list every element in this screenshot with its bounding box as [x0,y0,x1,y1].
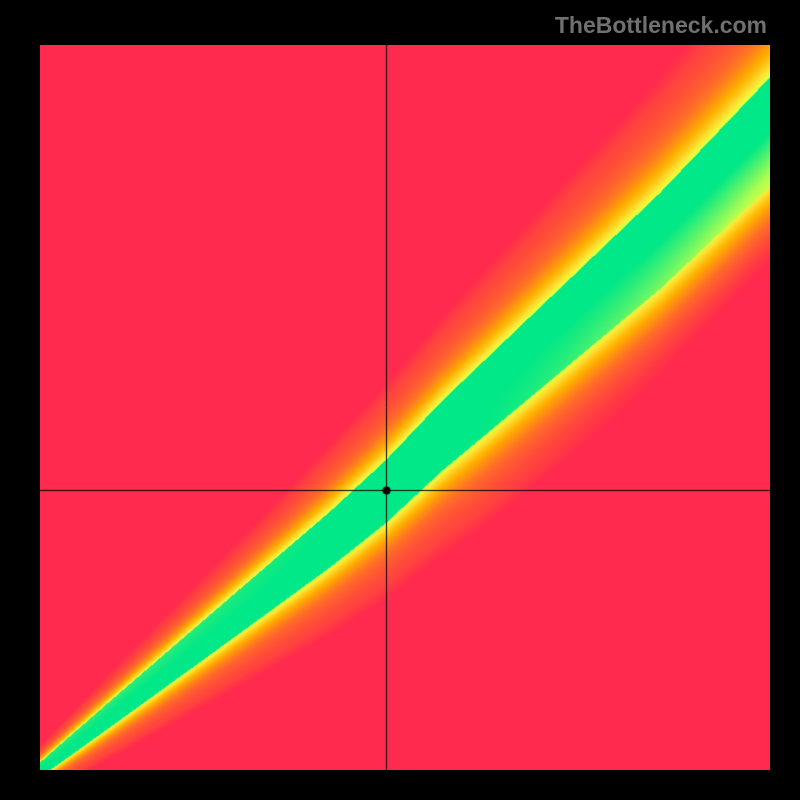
chart-container: TheBottleneck.com [0,0,800,800]
bottleneck-heatmap [40,45,770,770]
watermark-text: TheBottleneck.com [555,12,767,39]
